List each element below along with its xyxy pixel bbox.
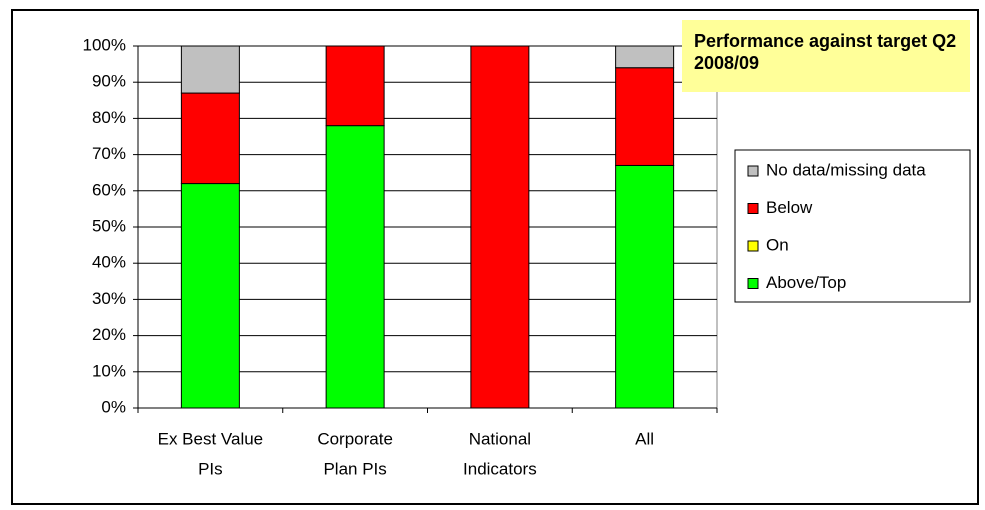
legend-swatch (747, 203, 759, 214)
x-tick-label: National (469, 429, 531, 448)
y-tick-label: 10% (92, 361, 126, 380)
y-tick-label: 60% (92, 180, 126, 199)
y-tick-label: 40% (92, 253, 126, 272)
bar-segment (615, 164, 675, 409)
legend-box (734, 149, 971, 303)
x-tick-label: Ex Best Value (158, 429, 264, 448)
y-tick-label: 80% (92, 108, 126, 127)
y-tick-label: 70% (92, 144, 126, 163)
y-tick-label: 50% (92, 216, 126, 235)
y-tick-label: 90% (92, 72, 126, 91)
x-tick-label: Corporate (317, 429, 393, 448)
legend-label: No data/missing data (766, 160, 926, 179)
bar-segment (325, 125, 385, 409)
legend-label: On (766, 235, 789, 254)
y-tick-label: 20% (92, 325, 126, 344)
y-tick-label: 30% (92, 289, 126, 308)
bar-segment (615, 67, 675, 166)
bar-segment (325, 45, 385, 127)
bar-segment (180, 183, 240, 409)
bar-segment (615, 45, 675, 69)
x-tick-label: Plan PIs (323, 459, 386, 478)
x-tick-label: All (635, 429, 654, 448)
bar-segment (470, 45, 530, 409)
legend-swatch (747, 240, 759, 252)
bar-segment (180, 45, 240, 94)
x-tick-label: Indicators (463, 459, 537, 478)
legend-swatch (747, 278, 759, 289)
x-tick-label: PIs (198, 459, 223, 478)
legend-swatch (747, 165, 759, 177)
legend-label: Below (766, 198, 813, 217)
legend-label: Above/Top (766, 273, 846, 292)
y-tick-label: 100% (83, 35, 126, 54)
chart-title: Performance against target Q2 2008/09 (682, 20, 970, 92)
bar-segment (180, 92, 240, 185)
y-tick-label: 0% (101, 397, 126, 416)
